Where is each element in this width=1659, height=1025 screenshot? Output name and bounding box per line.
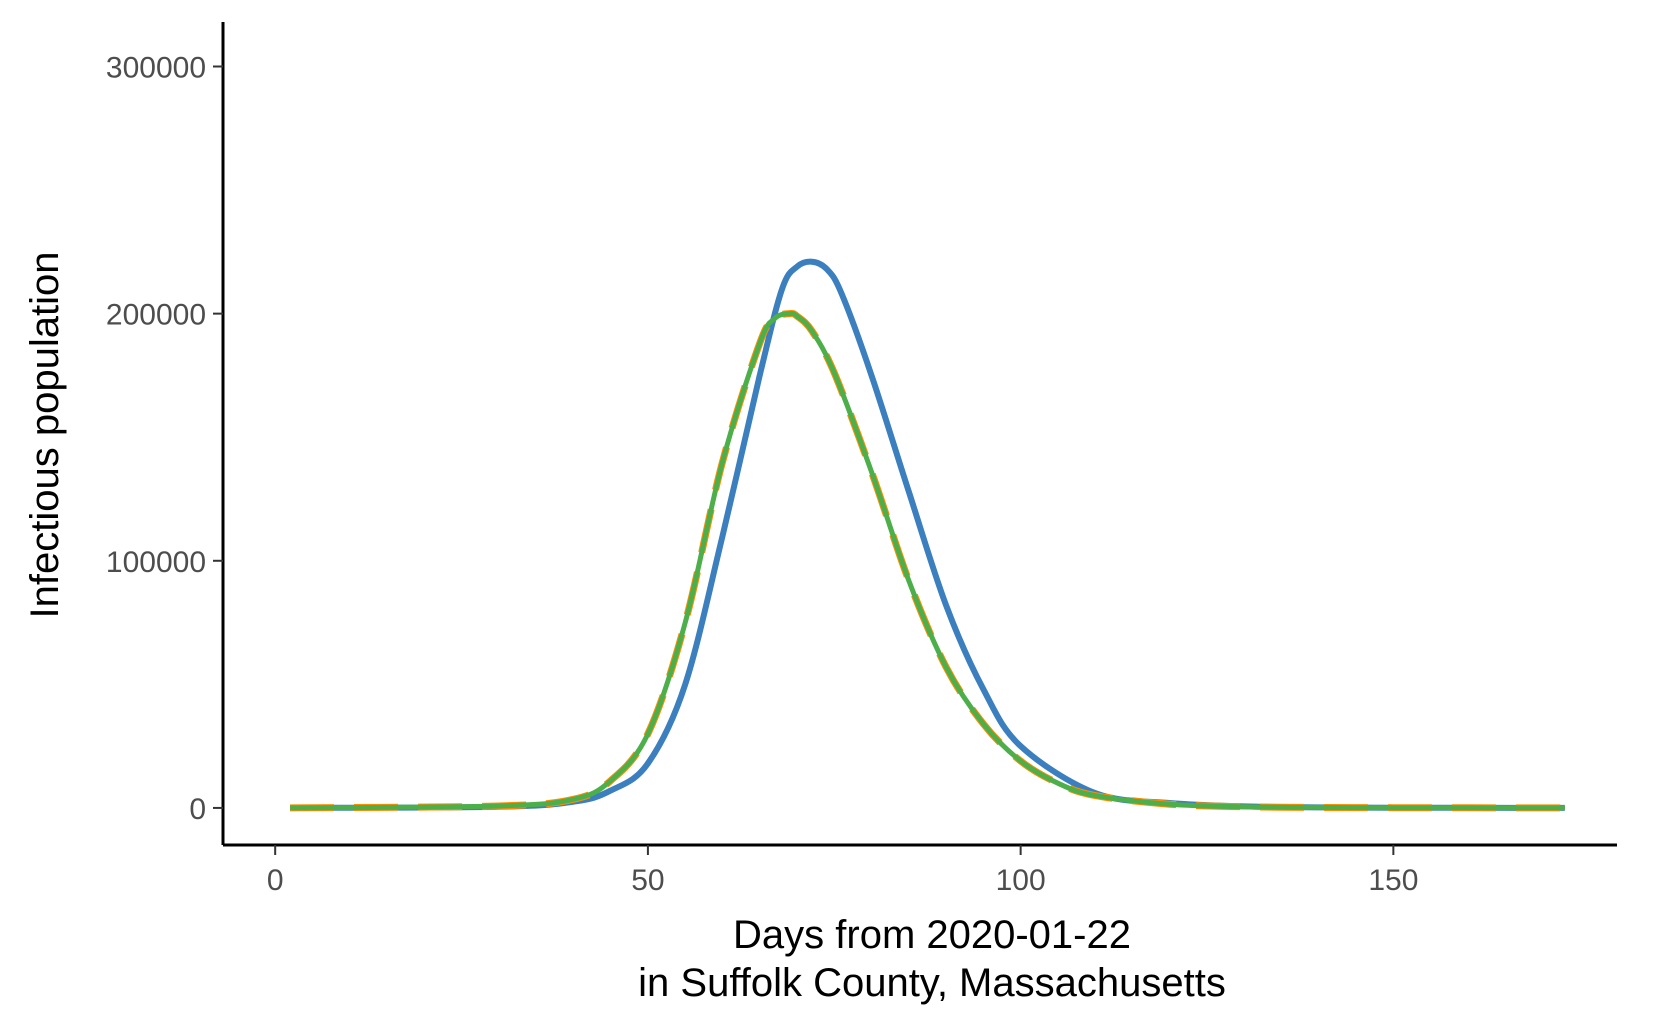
x-tick-label: 50 [631, 864, 664, 897]
series-layer [290, 258, 1565, 812]
x-axis-title-line2: in Suffolk County, Massachusetts [638, 961, 1226, 1005]
x-tick-label: 0 [267, 864, 284, 897]
series-line-1 [290, 258, 1565, 811]
y-tick-label: 100000 [106, 546, 206, 579]
x-tick-label: 100 [996, 864, 1046, 897]
y-tick-label: 200000 [106, 299, 206, 332]
axes-layer: 0 50 100 150 0 100000 200000 300000 [106, 22, 1617, 897]
x-axis-title-line1: Days from 2020-01-22 [733, 913, 1131, 957]
y-axis-title: Infectious population [23, 252, 67, 619]
x-tick-label: 150 [1368, 864, 1418, 897]
y-tick-label: 0 [189, 793, 206, 826]
series-line-3 [290, 309, 1565, 812]
series-line-2 [290, 311, 1565, 810]
series-line-4 [290, 310, 1565, 811]
y-tick-label: 300000 [106, 51, 206, 84]
